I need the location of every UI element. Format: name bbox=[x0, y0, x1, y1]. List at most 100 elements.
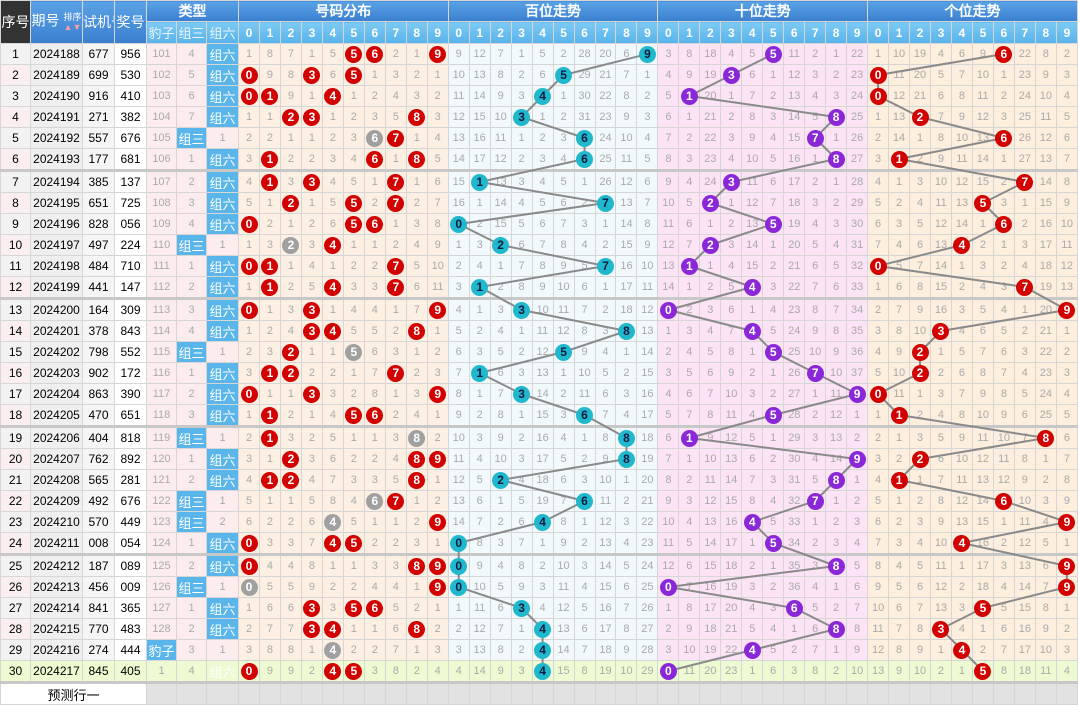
cell-units-9: 7 bbox=[1055, 448, 1078, 470]
cell-tens-8: 9 bbox=[825, 341, 848, 363]
cell-hundreds-5: 5 bbox=[552, 64, 575, 86]
cell-type-1: 4 bbox=[176, 213, 207, 235]
cell-units-6: 1 bbox=[992, 234, 1015, 256]
sort-toggle[interactable]: 排序 ▲▼ bbox=[63, 12, 81, 32]
predict-cell[interactable] bbox=[489, 681, 512, 705]
cell-tens-0: 9 bbox=[657, 490, 680, 512]
cell-draw: 224 bbox=[114, 234, 147, 256]
predict-cell[interactable] bbox=[636, 681, 659, 705]
predict-cell[interactable] bbox=[363, 681, 386, 705]
predict-cell[interactable] bbox=[573, 681, 596, 705]
predict-cell[interactable] bbox=[846, 681, 869, 705]
cell-type-2: 组六 bbox=[205, 404, 240, 427]
predict-cell[interactable] bbox=[615, 681, 638, 705]
predict-cell[interactable] bbox=[950, 681, 973, 705]
header-issue[interactable]: 期号 排序 ▲▼ bbox=[30, 0, 83, 44]
cell-dist-3: 2 bbox=[300, 362, 323, 384]
cell-tens-0: 5 bbox=[657, 404, 680, 427]
cell-dist-9: 11 bbox=[426, 276, 449, 299]
predict-cell[interactable] bbox=[867, 681, 890, 705]
cell-units-7: 16 bbox=[1013, 618, 1036, 640]
predict-cell[interactable] bbox=[426, 681, 449, 705]
predict-cell[interactable] bbox=[720, 681, 743, 705]
cell-hundreds-2: 6 bbox=[489, 597, 512, 619]
cell-tens-9: 10 bbox=[846, 660, 869, 683]
cell-dist-5: 2 bbox=[342, 255, 365, 277]
predict-cell[interactable] bbox=[405, 681, 428, 705]
cell-trial: 841 bbox=[82, 597, 115, 619]
predict-cell[interactable] bbox=[531, 681, 554, 705]
predict-cell[interactable] bbox=[678, 681, 701, 705]
tens-ball: 7 bbox=[806, 492, 824, 510]
cell-hundreds-1: 2 bbox=[468, 404, 491, 427]
cell-tens-3: 3 bbox=[720, 234, 743, 256]
predict-cell[interactable] bbox=[783, 681, 806, 705]
predict-cell[interactable] bbox=[300, 681, 323, 705]
predict-cell[interactable] bbox=[657, 681, 680, 705]
predict-cell[interactable] bbox=[176, 681, 207, 705]
cell-units-7: 15 bbox=[1013, 597, 1036, 619]
cell-units-6: 3 bbox=[992, 553, 1015, 577]
predict-cell[interactable] bbox=[825, 681, 848, 705]
predict-cell[interactable] bbox=[762, 681, 785, 705]
predict-cell[interactable] bbox=[992, 681, 1015, 705]
predict-cell[interactable] bbox=[510, 681, 533, 705]
predict-cell[interactable] bbox=[146, 681, 177, 705]
cell-trial: 274 bbox=[82, 639, 115, 661]
predict-cell[interactable] bbox=[321, 681, 344, 705]
predict-cell[interactable] bbox=[930, 681, 952, 705]
cell-dist-5: 2 bbox=[342, 448, 365, 470]
cell-draw: 651 bbox=[114, 404, 147, 427]
predict-cell[interactable] bbox=[468, 681, 491, 705]
tens-ball: 5 bbox=[764, 343, 782, 361]
cell-tens-5: 4 bbox=[762, 127, 785, 149]
table-row: 24 2024211 008 054 124 1 组六 0 3 3 7 4 5 2 2 3 1 0 8 3 7 1 9 2 13… bbox=[0, 532, 1078, 555]
cell-dist-0: 2 bbox=[238, 618, 260, 640]
cell-tens-7: 5 bbox=[804, 234, 827, 256]
predict-cell[interactable] bbox=[552, 681, 575, 705]
predict-cell[interactable] bbox=[1013, 681, 1036, 705]
cell-tens-7: 9 bbox=[804, 320, 827, 342]
cell-units-1: 2 bbox=[888, 192, 911, 214]
units-ball: 0 bbox=[869, 385, 887, 403]
cell-tens-4: 13 bbox=[741, 213, 764, 235]
predict-cell[interactable] bbox=[238, 681, 260, 705]
cell-tens-2: 19 bbox=[699, 639, 722, 661]
predict-cell[interactable] bbox=[971, 681, 994, 705]
predict-cell[interactable] bbox=[909, 681, 931, 705]
cell-hundreds-9: 1 bbox=[636, 64, 659, 86]
cell-type-1: 2 bbox=[176, 553, 207, 577]
cell-hundreds-1: 8 bbox=[468, 532, 491, 555]
cell-units-3: 3 bbox=[930, 383, 952, 405]
cell-hundreds-3: 2 bbox=[510, 341, 533, 363]
predict-cell[interactable] bbox=[888, 681, 911, 705]
header-dist-digit-9: 9 bbox=[426, 21, 449, 44]
predict-cell[interactable] bbox=[384, 681, 407, 705]
predict-cell[interactable] bbox=[205, 681, 240, 705]
cell-tens-6: 33 bbox=[783, 511, 806, 533]
tens-ball: 8 bbox=[827, 620, 845, 638]
predict-cell[interactable] bbox=[1055, 681, 1078, 705]
predict-cell[interactable] bbox=[342, 681, 365, 705]
predict-cell[interactable] bbox=[594, 681, 617, 705]
table-row: 6 2024193 177 681 106 1 组六 3 1 2 2 3 4 6 1 8 5 14 17 12 2 3 4 6… bbox=[0, 148, 1078, 171]
cell-seq: 7 bbox=[0, 169, 31, 193]
cell-seq: 23 bbox=[0, 511, 31, 533]
predict-cell[interactable] bbox=[741, 681, 764, 705]
cell-tens-5: 3 bbox=[762, 106, 785, 128]
predict-cell[interactable] bbox=[279, 681, 302, 705]
cell-units-9: 1 bbox=[1055, 320, 1078, 342]
predict-cell[interactable] bbox=[259, 681, 281, 705]
cell-seq: 18 bbox=[0, 404, 31, 427]
predict-cell[interactable] bbox=[1034, 681, 1057, 705]
cell-tens-9: 9 bbox=[846, 639, 869, 661]
cell-issue: 2024197 bbox=[30, 234, 83, 256]
predict-cell[interactable] bbox=[804, 681, 827, 705]
cell-tens-3: 18 bbox=[720, 553, 743, 577]
cell-hundreds-8: 2 bbox=[615, 362, 638, 384]
predict-cell[interactable] bbox=[699, 681, 722, 705]
predict-cell[interactable] bbox=[447, 681, 470, 705]
cell-tens-2: 24 bbox=[699, 169, 722, 193]
cell-units-0: 12 bbox=[867, 639, 890, 661]
cell-trial: 570 bbox=[82, 511, 115, 533]
